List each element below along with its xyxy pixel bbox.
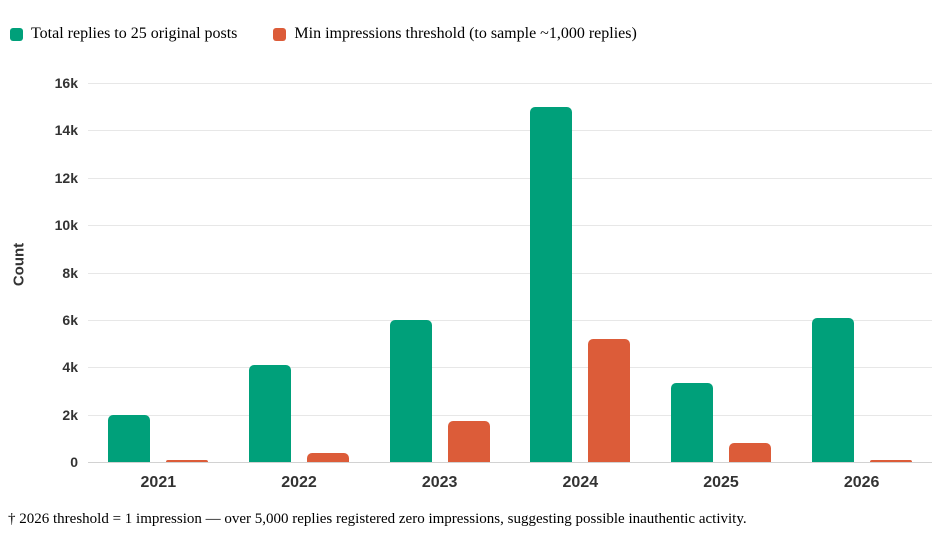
bar-2024-series-1 <box>588 338 631 462</box>
bar-2023-series-0 <box>389 319 432 462</box>
gridline <box>88 272 932 274</box>
x-tick-label: 2023 <box>421 474 458 491</box>
y-tick-label: 14k <box>54 122 78 139</box>
gridline <box>88 319 932 321</box>
y-tick-label: 2k <box>62 406 78 423</box>
y-tick-label: 10k <box>54 217 78 234</box>
legend-label-total-replies: Total replies to 25 original posts <box>31 25 238 42</box>
y-tick-label: 12k <box>54 169 78 186</box>
x-tick-label: 2021 <box>140 474 177 491</box>
gridline <box>88 83 932 84</box>
x-tick-label: 2026 <box>843 474 880 491</box>
y-tick-label: 4k <box>62 359 78 376</box>
bar-2021-series-1 <box>166 459 209 462</box>
legend-item-total-replies: Total replies to 25 original posts <box>10 25 237 43</box>
gridline <box>88 367 932 369</box>
bar-2025-series-1 <box>729 443 771 462</box>
x-tick-label: 2024 <box>562 474 599 491</box>
y-tick-label: 8k <box>62 264 78 281</box>
x-tick-label: 2022 <box>281 474 317 491</box>
bar-2025-series-0 <box>671 382 713 462</box>
chart-legend: Total replies to 25 original posts Min i… <box>10 25 637 43</box>
bar-2023-series-1 <box>447 420 490 462</box>
legend-swatch-green-icon <box>10 27 23 41</box>
y-tick-label: 0 <box>70 454 78 470</box>
legend-item-min-threshold: Min impressions threshold (to sample ~1,… <box>273 25 637 43</box>
footnote: † 2026 threshold = 1 impression — over 5… <box>8 511 747 527</box>
x-tick-label: 2025 <box>703 474 739 491</box>
bar-2022-series-1 <box>307 452 349 462</box>
gridline <box>88 177 932 179</box>
bar-2026-series-1 <box>869 460 912 462</box>
y-tick-label: 16k <box>54 75 78 91</box>
legend-swatch-orange-icon <box>273 27 287 41</box>
gridline <box>88 414 932 416</box>
bar-2024-series-0 <box>530 106 573 462</box>
bar-2026-series-0 <box>811 317 854 462</box>
legend-label-min-threshold: Min impressions threshold (to sample ~1,… <box>294 25 637 42</box>
bar-2022-series-0 <box>249 364 291 462</box>
gridline <box>88 130 932 132</box>
x-axis-line <box>88 462 932 463</box>
bar-2021-series-0 <box>108 414 151 462</box>
y-tick-label: 6k <box>62 311 78 328</box>
gridline <box>88 225 932 227</box>
